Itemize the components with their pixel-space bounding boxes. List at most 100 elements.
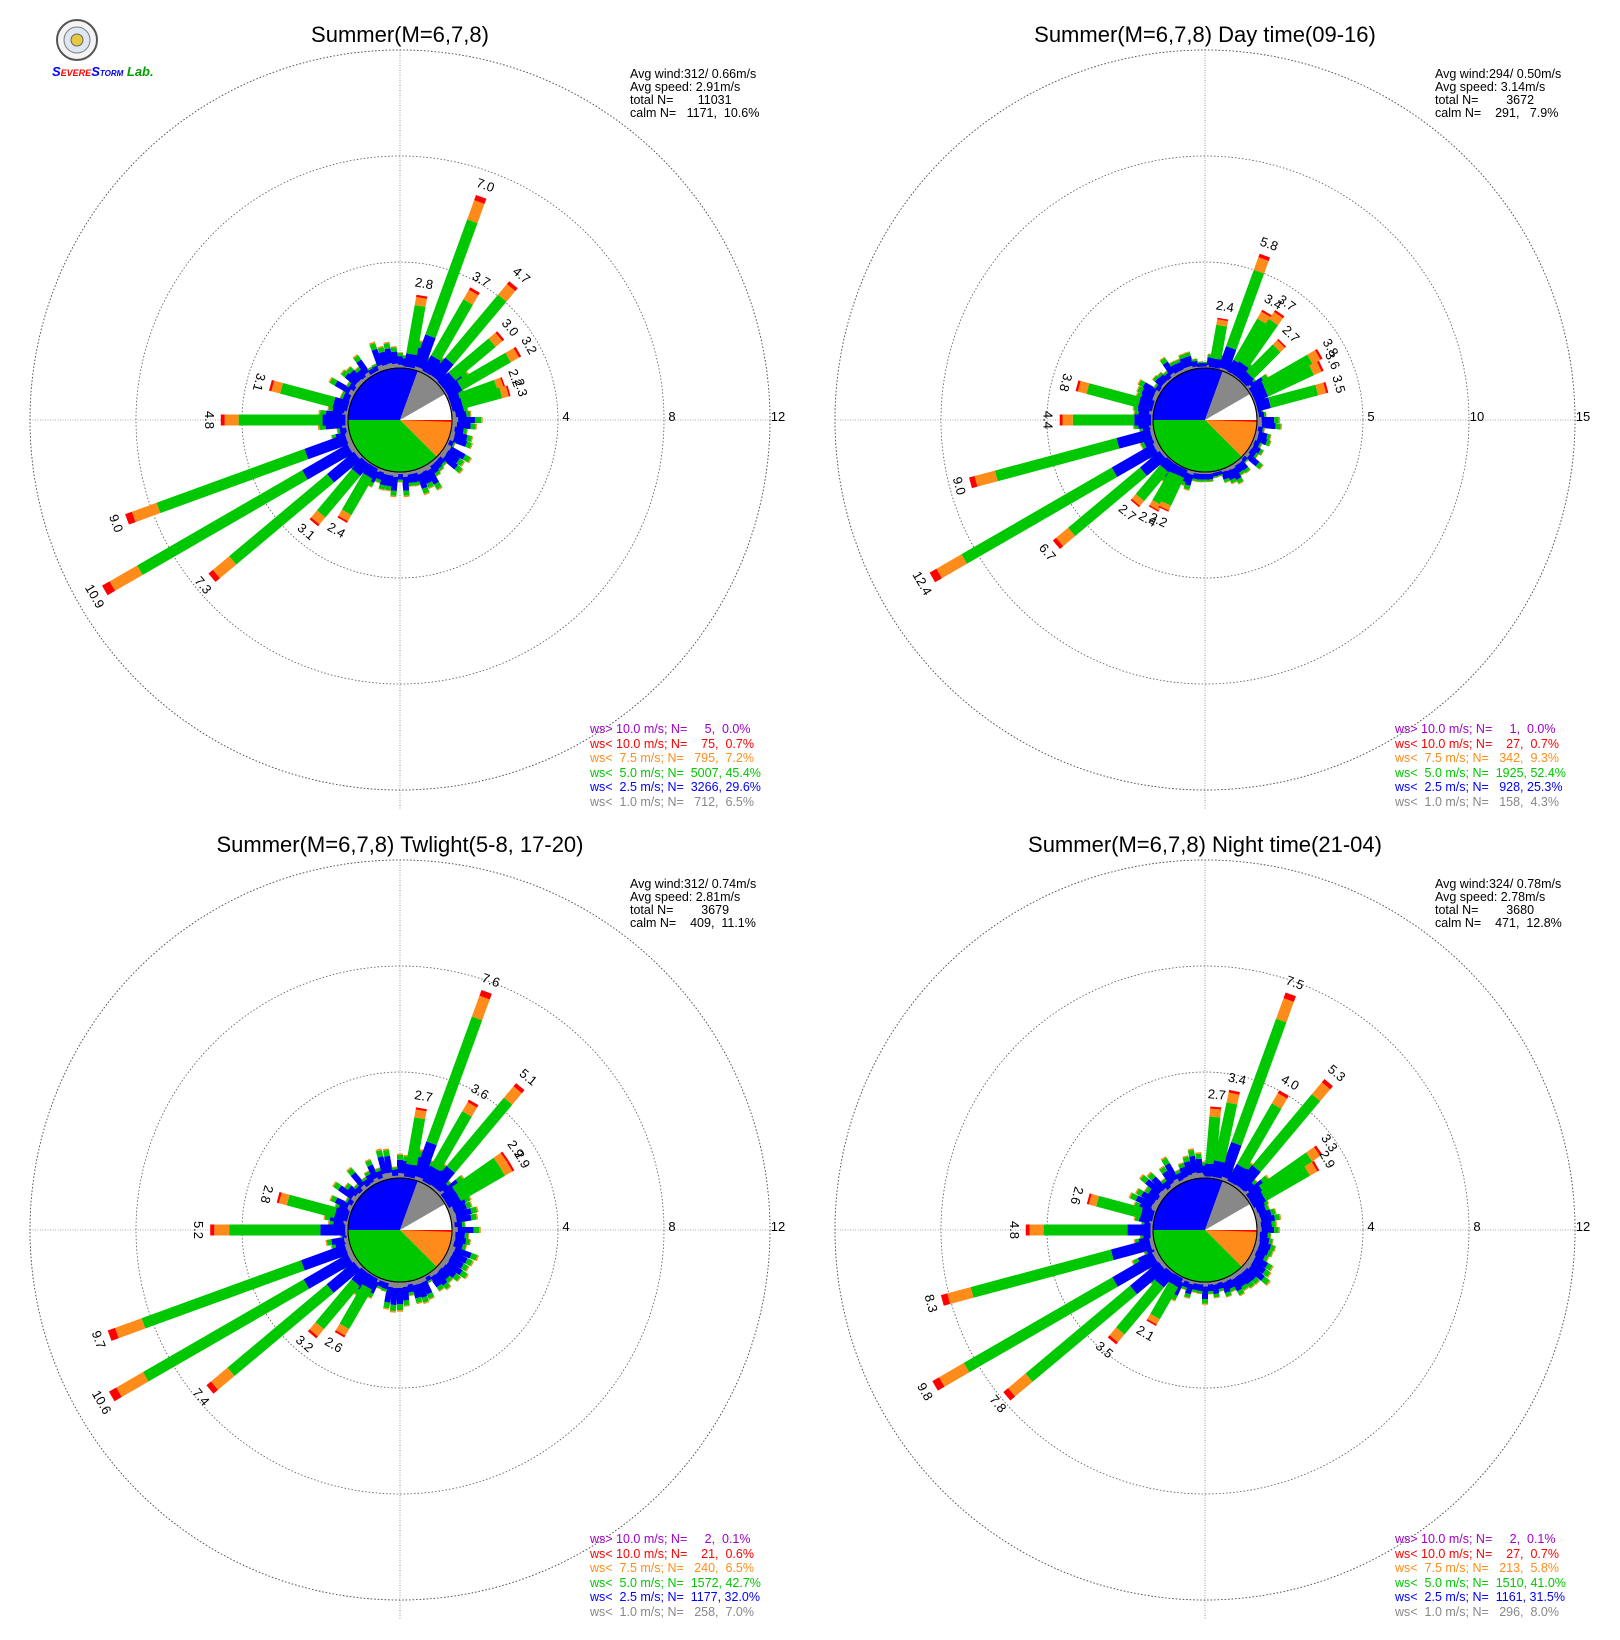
bar-value-label: 3.4 bbox=[1227, 1070, 1248, 1088]
small-petal bbox=[1196, 361, 1204, 369]
bar-value-label: 3.5 bbox=[1093, 1338, 1116, 1361]
small-petal bbox=[390, 471, 399, 498]
small-petal bbox=[352, 354, 373, 380]
legend-entry: ws< 10.0 m/s; N= 27, 0.7% bbox=[1395, 1546, 1559, 1561]
petal bbox=[1158, 464, 1189, 512]
small-petal bbox=[431, 1267, 452, 1291]
petal bbox=[412, 194, 487, 374]
stats-line: Avg speed: 2.91m/s bbox=[630, 80, 741, 94]
legend: ws> 10.0 m/s; N= 2, 0.1% ws< 10.0 m/s; N=… bbox=[590, 1532, 761, 1619]
calm-center bbox=[347, 367, 453, 473]
bar-value-label: 5.8 bbox=[1258, 234, 1280, 254]
bar-value-label: 2.8 bbox=[257, 1184, 276, 1205]
bar-value-label: 7.5 bbox=[1284, 972, 1306, 992]
bar-value-label: 7.4 bbox=[190, 1385, 213, 1408]
stats-line: calm N= 291, 7.9% bbox=[1435, 106, 1559, 120]
stats-line: total N= 3680 bbox=[1435, 903, 1535, 917]
small-petal bbox=[1256, 1220, 1278, 1229]
small-petal bbox=[1242, 451, 1264, 470]
small-petal bbox=[449, 1206, 479, 1220]
bar-value-label: 3.6 bbox=[1322, 349, 1343, 372]
stats-line: total N= 3679 bbox=[630, 903, 730, 917]
legend-entry: ws< 7.5 m/s; N= 342, 9.3% bbox=[1395, 751, 1559, 765]
center-sector-orange bbox=[1205, 420, 1257, 457]
petal bbox=[102, 441, 358, 596]
petal bbox=[108, 1251, 358, 1402]
ring-tick-label: 15 bbox=[1576, 409, 1590, 424]
small-petal bbox=[325, 1236, 350, 1247]
bar-value-label: 3.2 bbox=[518, 334, 540, 357]
petal bbox=[1130, 456, 1176, 508]
legend-entry: ws< 2.5 m/s; N= 928, 25.3% bbox=[1395, 780, 1563, 794]
legend-entry: ws< 7.5 m/s; N= 795, 7.2% bbox=[590, 751, 754, 765]
stats-line: Avg speed: 2.81m/s bbox=[630, 890, 741, 904]
center-sector-blue bbox=[348, 1178, 418, 1230]
small-petal bbox=[423, 463, 443, 491]
bar-value-label: 2.4 bbox=[325, 519, 348, 541]
petal bbox=[932, 1251, 1163, 1391]
small-petal bbox=[414, 1277, 430, 1305]
bar-value-label: 7.0 bbox=[474, 175, 496, 195]
small-petal bbox=[443, 443, 472, 464]
small-petal bbox=[445, 1249, 475, 1267]
small-petal bbox=[1228, 1273, 1246, 1297]
chart-title: Summer(M=6,7,8) Twlight(5-8, 17-20) bbox=[216, 832, 584, 857]
small-petal bbox=[346, 1166, 369, 1193]
logo-wordmark: SEVERESTORM Lab. bbox=[52, 64, 154, 79]
small-petal bbox=[434, 1264, 454, 1284]
small-petal bbox=[1196, 1281, 1204, 1295]
small-petal bbox=[1191, 470, 1199, 482]
severe-storm-lab-logo: SEVERESTORM Lab. bbox=[52, 18, 154, 88]
bar-value-label: 2.1 bbox=[1134, 1322, 1157, 1344]
small-petal bbox=[1168, 360, 1182, 377]
petal bbox=[1003, 1259, 1169, 1401]
small-petal bbox=[1211, 1280, 1220, 1299]
small-petal bbox=[414, 467, 430, 496]
small-petal bbox=[364, 1158, 381, 1185]
stats-line: Avg wind:324/ 0.78m/s bbox=[1435, 877, 1562, 891]
small-petal bbox=[451, 410, 472, 419]
center-sector-green bbox=[1153, 1230, 1242, 1282]
bar-value-label: 5.3 bbox=[1325, 1061, 1348, 1084]
bar-value-label: 2.7 bbox=[1279, 322, 1302, 345]
legend-entry: ws> 10.0 m/s; N= 5, 0.0% bbox=[590, 722, 751, 736]
small-petal bbox=[447, 1244, 480, 1262]
legend-entry: ws< 1.0 m/s; N= 296, 8.0% bbox=[1395, 1604, 1559, 1619]
petal bbox=[1086, 1193, 1157, 1222]
windrose-panel-2: Summer(M=6,7,8) Day time(09-16) 5.8 2.4 3.4… bbox=[805, 0, 1605, 810]
small-petal bbox=[1250, 1249, 1270, 1263]
bar-value-label: 7.6 bbox=[480, 970, 502, 990]
ring-tick-label: 8 bbox=[668, 409, 675, 424]
bar-value-label: 2.7 bbox=[413, 1087, 433, 1105]
small-petal bbox=[450, 1213, 479, 1224]
small-petal bbox=[449, 430, 474, 443]
small-petal bbox=[383, 1280, 394, 1310]
small-petal bbox=[375, 1148, 390, 1181]
petal bbox=[1234, 1079, 1333, 1194]
small-petal bbox=[344, 1182, 363, 1199]
small-petal bbox=[1158, 1165, 1178, 1190]
petal bbox=[403, 1107, 427, 1180]
bar-value-label: 9.7 bbox=[89, 1329, 109, 1351]
small-petal bbox=[1183, 351, 1195, 371]
small-petal bbox=[1232, 460, 1246, 477]
university-seal-icon bbox=[56, 19, 98, 61]
bar-value-label: 6.7 bbox=[1036, 540, 1059, 563]
windrose-panel-3: Summer(M=6,7,8) Twlight(5-8, 17-20) 7.6 2.… bbox=[0, 810, 800, 1620]
small-petal bbox=[406, 470, 415, 488]
small-petal bbox=[427, 1270, 445, 1292]
bar-value-label: 2.6 bbox=[1068, 1185, 1087, 1206]
ring-tick-label: 12 bbox=[771, 409, 785, 424]
bar-value-label: 4.0 bbox=[1279, 1071, 1302, 1093]
bar-value-label: 5.1 bbox=[517, 1066, 540, 1089]
bar-value-label: 9.0 bbox=[106, 512, 126, 534]
stats-line: total N= 11031 bbox=[630, 93, 732, 107]
stats-block: Avg wind:312/ 0.66m/s Avg speed: 2.91m/s t… bbox=[630, 68, 759, 120]
small-petal bbox=[336, 426, 350, 435]
small-petal bbox=[1254, 1208, 1277, 1220]
ring-tick-label: 4 bbox=[1367, 1219, 1374, 1234]
stats-line: Avg wind:294/ 0.50m/s bbox=[1435, 67, 1562, 81]
legend-entry: ws> 10.0 m/s; N= 2, 0.1% bbox=[1395, 1532, 1556, 1546]
small-petal bbox=[389, 1281, 399, 1313]
small-petal bbox=[1128, 1192, 1160, 1211]
